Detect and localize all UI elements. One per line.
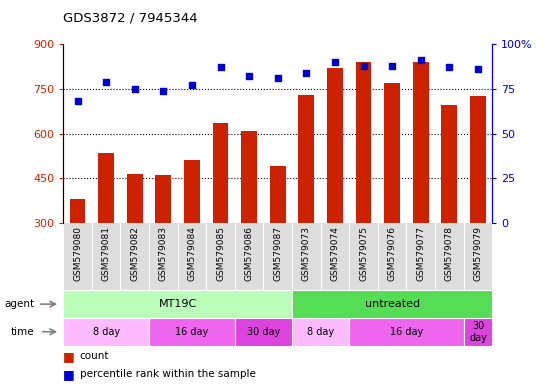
Bar (464, 318, 492, 346)
Point (130, 86, 139, 92)
Bar (63, 318, 149, 346)
Bar (70, 199, 85, 223)
Text: count: count (80, 351, 109, 361)
Bar (442, 105, 457, 223)
Text: GSM579085: GSM579085 (216, 227, 225, 281)
Text: 8 day: 8 day (307, 327, 334, 337)
Point (474, 66, 482, 72)
Text: GDS3872 / 7945344: GDS3872 / 7945344 (63, 12, 198, 25)
Text: ■: ■ (63, 350, 75, 363)
Text: GSM579084: GSM579084 (188, 227, 196, 281)
Text: GSM579079: GSM579079 (474, 227, 482, 281)
Text: ■: ■ (63, 368, 75, 381)
Text: GSM579073: GSM579073 (302, 227, 311, 281)
Text: GSM579086: GSM579086 (245, 227, 254, 281)
Bar (356, 62, 371, 223)
Text: 8 day: 8 day (92, 327, 120, 337)
Point (73, 98, 82, 104)
Point (388, 63, 397, 69)
Text: 16 day: 16 day (175, 327, 208, 337)
Bar (235, 318, 292, 346)
Bar (127, 174, 142, 223)
Point (331, 59, 339, 65)
Text: 30
day: 30 day (469, 321, 487, 343)
Bar (213, 123, 228, 223)
Point (102, 79, 111, 85)
Text: GSM579080: GSM579080 (73, 227, 82, 281)
Bar (270, 166, 285, 223)
Point (159, 88, 168, 94)
Text: 30 day: 30 day (247, 327, 280, 337)
Text: percentile rank within the sample: percentile rank within the sample (80, 369, 256, 379)
Text: GSM579087: GSM579087 (273, 227, 282, 281)
Point (359, 63, 368, 69)
Text: GSM579083: GSM579083 (159, 227, 168, 281)
Bar (470, 96, 486, 223)
Text: GSM579082: GSM579082 (130, 227, 139, 281)
Bar (384, 83, 400, 223)
Point (445, 65, 454, 71)
Bar (299, 95, 314, 223)
Text: GSM579074: GSM579074 (331, 227, 339, 281)
Text: GSM579077: GSM579077 (416, 227, 425, 281)
Point (273, 75, 282, 81)
Bar (413, 62, 428, 223)
Text: GSM579081: GSM579081 (102, 227, 111, 281)
Text: time: time (11, 327, 35, 337)
Text: GSM579076: GSM579076 (388, 227, 397, 281)
Text: GSM579075: GSM579075 (359, 227, 368, 281)
Text: agent: agent (4, 299, 35, 309)
Point (216, 65, 225, 71)
Bar (327, 68, 343, 223)
Point (302, 70, 311, 76)
Bar (349, 318, 464, 346)
Bar (184, 161, 200, 223)
Bar (63, 290, 292, 318)
Bar (149, 318, 235, 346)
Text: GSM579078: GSM579078 (445, 227, 454, 281)
Point (188, 82, 196, 88)
Text: 16 day: 16 day (390, 327, 423, 337)
Text: MT19C: MT19C (158, 299, 197, 309)
Bar (156, 175, 171, 223)
Bar (292, 290, 492, 318)
Point (245, 73, 254, 79)
Bar (292, 318, 349, 346)
Bar (241, 131, 257, 223)
Text: untreated: untreated (365, 299, 420, 309)
Bar (98, 153, 114, 223)
Point (416, 57, 425, 63)
